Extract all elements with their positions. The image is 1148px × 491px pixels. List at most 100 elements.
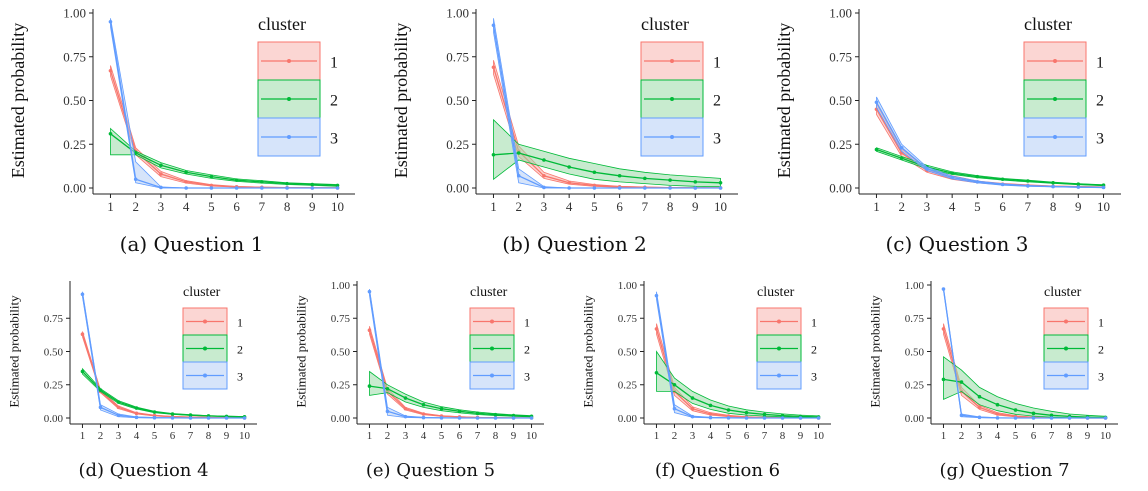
legend-key-point — [1064, 319, 1068, 324]
x-tick-label: 10 — [714, 199, 727, 214]
legend-title: cluster — [641, 14, 689, 34]
y-tick-label: 0.75 — [829, 49, 852, 64]
x-tick-label: 9 — [309, 199, 316, 214]
y-tick-label: 0.25 — [331, 380, 351, 392]
legend-key-point — [670, 59, 674, 63]
series-3-line — [109, 21, 338, 189]
legend-label: 1 — [1096, 54, 1104, 71]
x-tick-label: 5 — [1013, 430, 1019, 442]
series-3-point — [941, 287, 946, 291]
legend-key-point — [670, 135, 674, 139]
series-3-point — [421, 415, 426, 420]
series-2-point — [617, 173, 622, 178]
legend-key-point — [777, 373, 781, 378]
series-3-point — [643, 186, 647, 190]
legend-label: 1 — [1098, 315, 1104, 329]
series-3-point — [816, 416, 821, 420]
legend-title: cluster — [1024, 14, 1072, 34]
x-tick-label: 8 — [284, 199, 291, 214]
series-3-point — [310, 186, 315, 190]
legend-key-point — [1053, 97, 1057, 101]
legend-label: 3 — [1098, 369, 1104, 383]
x-tick-label: 6 — [233, 199, 240, 214]
series-3-point — [1103, 416, 1108, 420]
series-3-point — [152, 415, 157, 420]
x-tick-label: 4 — [183, 199, 190, 214]
series-1-point — [977, 405, 982, 410]
legend-title: cluster — [183, 285, 221, 300]
series-1-point — [403, 406, 408, 411]
x-tick-label: 7 — [259, 199, 266, 214]
y-tick-label: 0.50 — [446, 93, 469, 108]
series-3-point — [116, 413, 121, 418]
legend-key-point — [287, 59, 291, 63]
chart-panel-b: 0.00 0.25 0.50 0.75 1.00 1 2 3 4 5 6 7 8 9 10 Estimated… — [383, 0, 766, 265]
series-3-point — [950, 175, 954, 180]
x-tick-label: 9 — [692, 199, 699, 214]
series-1-point — [421, 412, 426, 416]
x-tick-label: 4 — [134, 430, 140, 442]
series-3-line — [655, 295, 819, 419]
series-3-point — [925, 166, 929, 171]
series-3-line — [875, 101, 1104, 189]
series-2-point — [592, 170, 597, 175]
series-3-point — [959, 413, 964, 418]
chart-svg-c: 0.00 0.25 0.50 0.75 1.00 1 2 3 4 5 6 7 8 9 10 Estimated… — [774, 6, 1121, 214]
chart-panel-e: 0.00 0.25 0.50 0.75 1.00 1 2 3 4 5 6 7 8 9 10 Estimated… — [287, 272, 574, 491]
series-2-point — [975, 174, 980, 179]
x-tick-label: 8 — [493, 430, 499, 442]
y-tick-label: 0.00 — [618, 413, 638, 425]
legend-label: 1 — [524, 315, 530, 329]
y-tick-label: 0.25 — [63, 137, 86, 152]
series-2-point — [516, 151, 521, 155]
series-3-point — [654, 293, 659, 298]
x-tick-label: 9 — [798, 430, 804, 442]
series-2-point — [188, 413, 193, 417]
x-tick-label: 1 — [107, 199, 114, 214]
y-tick-label: 0.25 — [905, 380, 925, 392]
series-2-point — [159, 163, 163, 168]
x-tick-label: 9 — [1075, 199, 1082, 214]
series-2-point — [995, 402, 1000, 407]
x-tick-label: 8 — [1050, 199, 1057, 214]
series-3-point — [285, 186, 289, 190]
series-3-point — [234, 186, 239, 190]
y-tick-label: 0.50 — [63, 93, 86, 108]
series-3-point — [1085, 416, 1090, 420]
y-tick-label: 1.00 — [446, 6, 469, 21]
series-2-line — [82, 371, 245, 418]
series-3-point — [457, 416, 462, 420]
y-tick-label: 0.00 — [331, 413, 351, 425]
legend-label: 2 — [811, 342, 817, 356]
series-3-point — [80, 292, 85, 297]
series-1-point — [80, 332, 85, 337]
series-3-point — [798, 416, 803, 420]
legend-label: 2 — [330, 92, 338, 109]
chart-caption: (c) Question 3 — [885, 232, 1029, 256]
y-tick-label: 0.75 — [331, 313, 351, 325]
series-3-point — [403, 414, 408, 419]
x-tick-label: 2 — [98, 430, 104, 442]
series-2-point — [762, 412, 767, 417]
series-2-point — [98, 388, 103, 392]
series-2-point — [310, 182, 315, 187]
y-axis-label: Estimated probability — [581, 295, 596, 408]
legend-key-point — [777, 319, 781, 324]
series-3-point — [1067, 416, 1072, 420]
x-tick-label: 6 — [616, 199, 623, 214]
legend-label: 3 — [524, 369, 530, 383]
series-3-point — [708, 415, 713, 420]
series-1-point — [690, 406, 695, 411]
chart-panel-d: 0.00 0.25 0.50 0.75 1 2 3 4 5 6 7 8 9 10 Estimated pro… — [0, 272, 287, 491]
series-3-point — [744, 416, 749, 420]
series-2-line — [493, 152, 721, 184]
chart-panel-a: 0.00 0.25 0.50 0.75 1.00 1 2 3 4 5 6 7 8 9 10 Estimated… — [0, 0, 383, 265]
series-3-point — [726, 416, 731, 420]
chart-panel-g: 0.00 0.25 0.50 0.75 1.00 1 2 3 4 5 6 7 8 9 10 Estimated… — [861, 272, 1148, 491]
series-2-point — [1013, 408, 1018, 412]
series-2-point — [170, 412, 175, 416]
x-tick-label: 7 — [1049, 430, 1055, 442]
x-tick-label: 1 — [367, 430, 373, 442]
x-tick-label: 2 — [385, 430, 391, 442]
